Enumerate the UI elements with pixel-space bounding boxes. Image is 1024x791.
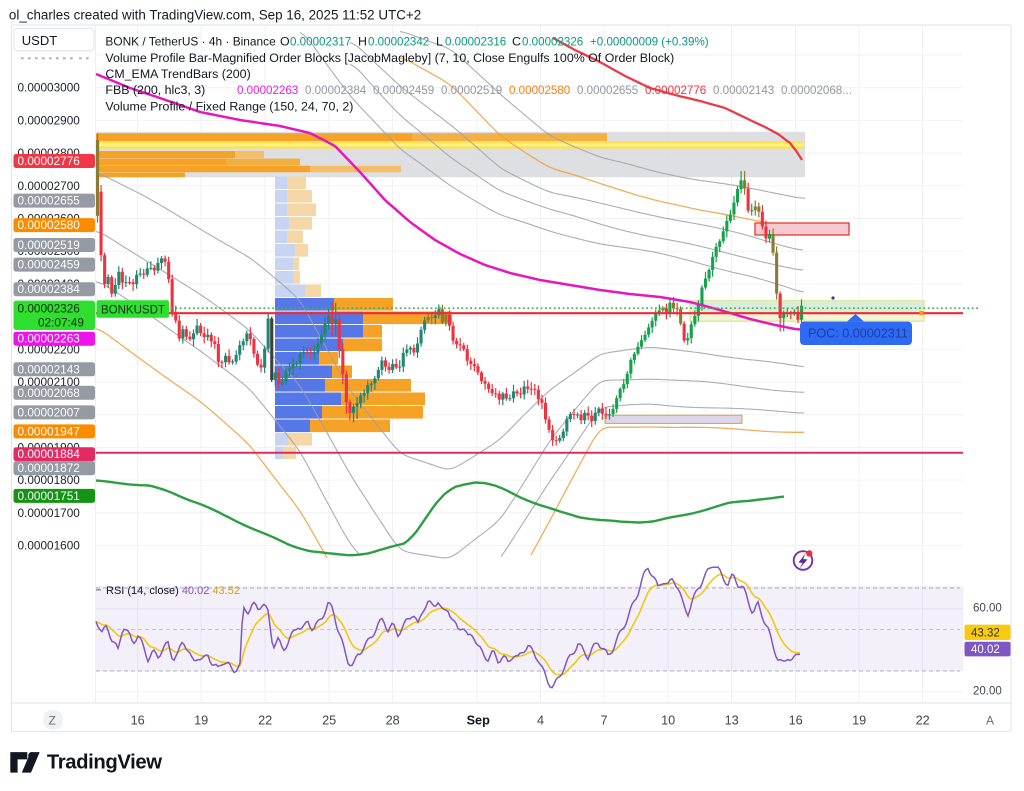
svg-text:0.00002068...: 0.00002068... — [781, 84, 852, 97]
svg-text:0.00002100: 0.00002100 — [18, 375, 81, 389]
svg-text:0.00002580: 0.00002580 — [18, 218, 81, 232]
svg-text:0.00002326: 0.00002326 — [522, 36, 583, 49]
svg-text:16: 16 — [131, 713, 145, 727]
svg-text:0.00002580: 0.00002580 — [509, 84, 570, 97]
svg-text:0.00001700: 0.00001700 — [18, 506, 81, 520]
svg-text:10: 10 — [661, 713, 675, 727]
svg-text:25: 25 — [322, 713, 336, 727]
svg-text:0.00001947: 0.00001947 — [18, 424, 80, 438]
svg-text:0.00002459: 0.00002459 — [18, 258, 80, 272]
svg-text:19: 19 — [852, 713, 866, 727]
svg-text:0.00002263: 0.00002263 — [237, 84, 298, 97]
svg-text:0.00002143: 0.00002143 — [713, 84, 774, 97]
svg-text:40.02: 40.02 — [971, 644, 1000, 656]
svg-text:0.00002068: 0.00002068 — [18, 386, 81, 400]
svg-text:L: L — [436, 35, 443, 49]
svg-text:A: A — [986, 713, 994, 727]
svg-text:+0.00000009 (+0.39%): +0.00000009 (+0.39%) — [590, 36, 709, 49]
svg-text:H: H — [358, 35, 367, 49]
svg-text:CM_EMA TrendBars (200): CM_EMA TrendBars (200) — [105, 67, 250, 81]
svg-text:19: 19 — [194, 713, 208, 727]
svg-text:0.00001800: 0.00001800 — [18, 473, 81, 487]
svg-text:0.00002384: 0.00002384 — [305, 84, 367, 97]
svg-text:USDT: USDT — [22, 33, 57, 48]
svg-text:0.00003000: 0.00003000 — [18, 81, 81, 95]
svg-text:BONK / TetherUS · 4h · Binance: BONK / TetherUS · 4h · Binance — [105, 35, 276, 49]
svg-text:0.00002384: 0.00002384 — [18, 282, 81, 296]
svg-text:7: 7 — [601, 713, 608, 727]
svg-text:RSI (14, close) 40.02 43.52: RSI (14, close) 40.02 43.52 — [106, 585, 240, 597]
svg-text:0.00002519: 0.00002519 — [18, 238, 80, 252]
svg-text:0.00002776: 0.00002776 — [18, 154, 81, 168]
svg-text:28: 28 — [386, 713, 400, 727]
svg-text:0.00002700: 0.00002700 — [18, 179, 81, 193]
svg-text:22: 22 — [916, 713, 930, 727]
svg-text:0.00002900: 0.00002900 — [18, 113, 81, 127]
svg-text:43.32: 43.32 — [971, 627, 1000, 639]
svg-text:02:07:49: 02:07:49 — [38, 316, 84, 330]
svg-text:0.00002776: 0.00002776 — [645, 84, 706, 97]
svg-text:0.00001872: 0.00001872 — [18, 461, 80, 475]
svg-text:0.00002317: 0.00002317 — [290, 36, 351, 49]
svg-text:0.00002200: 0.00002200 — [18, 342, 81, 356]
svg-text:Volume Profile Bar-Magnified O: Volume Profile Bar-Magnified Order Block… — [105, 51, 674, 65]
svg-text:60.00: 60.00 — [973, 603, 1002, 615]
svg-text:O: O — [280, 35, 290, 49]
svg-text:Volume Profile / Fixed Range (: Volume Profile / Fixed Range (150, 24, 7… — [105, 99, 353, 113]
svg-text:0.00001884: 0.00001884 — [18, 447, 81, 461]
svg-text:Z: Z — [49, 713, 56, 727]
svg-text:22: 22 — [258, 713, 272, 727]
svg-text:C: C — [512, 35, 521, 49]
svg-text:0.00002519: 0.00002519 — [441, 84, 502, 97]
svg-text:0.00001600: 0.00001600 — [18, 539, 81, 553]
svg-text:0.00002263: 0.00002263 — [18, 332, 81, 346]
svg-text:20.00: 20.00 — [973, 686, 1002, 698]
svg-text:ol_charles created with Tradin: ol_charles created with TradingView.com,… — [9, 8, 421, 23]
svg-text:FBB (200, hlc3, 3): FBB (200, hlc3, 3) — [105, 83, 205, 97]
svg-text:0.00002007: 0.00002007 — [18, 405, 80, 419]
svg-text:0.00002655: 0.00002655 — [577, 84, 638, 97]
svg-text:Sep: Sep — [467, 713, 491, 727]
svg-text:0.00002459: 0.00002459 — [373, 84, 434, 97]
svg-text:0.00002326: 0.00002326 — [18, 301, 81, 315]
svg-text:POC: 0.00002311: POC: 0.00002311 — [808, 327, 908, 341]
svg-text:0.00001751: 0.00001751 — [18, 489, 80, 503]
svg-text:0.00002342: 0.00002342 — [368, 36, 429, 49]
svg-text:BONKUSDT: BONKUSDT — [101, 304, 165, 316]
svg-text:16: 16 — [789, 713, 803, 727]
svg-text:4: 4 — [537, 713, 544, 727]
svg-text:0.00002143: 0.00002143 — [18, 362, 81, 376]
svg-text:0.00002655: 0.00002655 — [18, 194, 81, 208]
svg-text:TradingView: TradingView — [47, 752, 162, 774]
svg-text:13: 13 — [725, 713, 739, 727]
svg-text:0.00002316: 0.00002316 — [445, 36, 506, 49]
